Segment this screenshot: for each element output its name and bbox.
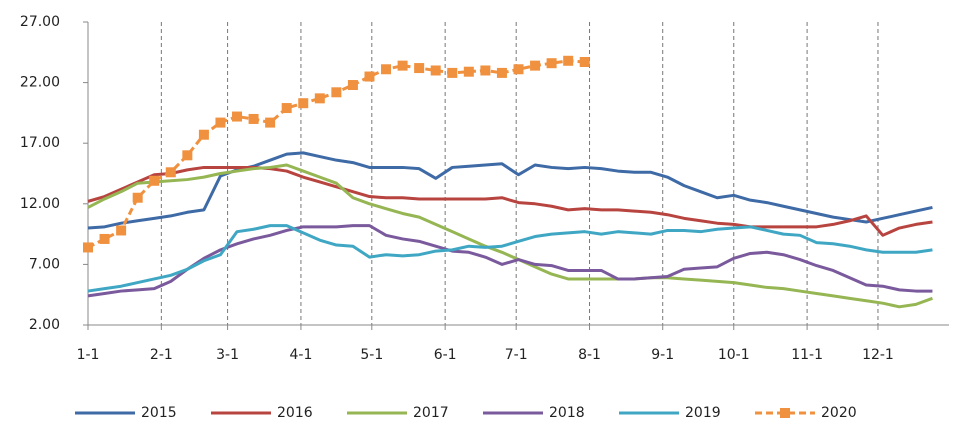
point-marker: [232, 111, 243, 122]
point-marker: [480, 65, 491, 76]
point-marker: [530, 60, 541, 71]
x-tick-label: 7-1: [505, 347, 528, 363]
point-marker: [198, 129, 209, 140]
point-marker: [265, 117, 276, 128]
point-marker: [298, 98, 309, 109]
y-tick-label: 17.00: [20, 135, 60, 151]
series-line: [87, 165, 933, 237]
point-marker: [430, 65, 441, 76]
point-marker: [347, 80, 358, 91]
legend-label: 2017: [413, 405, 449, 421]
x-tick-label: 9-1: [651, 347, 674, 363]
point-marker: [215, 117, 226, 128]
legend-label: 2020: [821, 405, 857, 421]
legend-marker: [780, 408, 790, 418]
point-marker: [314, 93, 325, 104]
point-marker: [381, 64, 392, 75]
x-tick-label: 8-1: [578, 347, 601, 363]
point-marker: [132, 192, 143, 203]
point-marker: [281, 103, 292, 114]
y-tick-label: 2.00: [29, 317, 60, 333]
point-marker: [546, 58, 557, 69]
point-marker: [248, 113, 259, 124]
series-line: [87, 151, 933, 230]
x-tick-label: 11-1: [791, 347, 823, 363]
series-line: [87, 224, 933, 293]
x-tick-label: 6-1: [434, 347, 457, 363]
point-marker: [149, 175, 160, 186]
point-marker: [116, 225, 127, 236]
x-tick-label: 1-1: [77, 347, 100, 363]
x-tick-label: 10-1: [718, 347, 750, 363]
point-marker: [165, 167, 176, 178]
point-marker: [579, 56, 590, 67]
y-tick-label: 12.00: [20, 196, 60, 212]
point-marker: [99, 233, 110, 244]
point-marker: [563, 55, 574, 66]
point-marker: [83, 242, 93, 253]
legend-label: 2018: [549, 405, 585, 421]
y-tick-label: 27.00: [20, 14, 60, 30]
series-line: [87, 163, 933, 309]
point-marker: [331, 87, 342, 98]
legend-label: 2015: [141, 405, 177, 421]
x-tick-label: 5-1: [360, 347, 383, 363]
y-tick-label: 7.00: [29, 256, 60, 272]
x-tick-label: 3-1: [216, 347, 239, 363]
x-tick-label: 2-1: [150, 347, 173, 363]
legend-label: 2019: [685, 405, 721, 421]
point-marker: [414, 63, 425, 74]
series-line: [87, 224, 933, 298]
point-marker: [513, 64, 524, 75]
x-tick-label: 12-1: [862, 347, 894, 363]
point-marker: [447, 67, 458, 78]
point-marker: [364, 71, 375, 82]
point-marker: [463, 66, 474, 77]
point-marker: [182, 150, 193, 161]
y-tick-label: 22.00: [20, 75, 60, 91]
legend-label: 2016: [277, 405, 313, 421]
point-marker: [397, 60, 408, 71]
x-tick-label: 4-1: [289, 347, 312, 363]
point-marker: [496, 67, 507, 78]
